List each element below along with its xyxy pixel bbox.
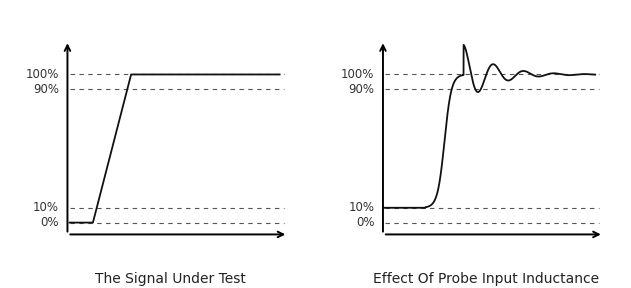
- Text: 0%: 0%: [356, 216, 374, 229]
- Text: 100%: 100%: [26, 68, 59, 81]
- Text: 0%: 0%: [40, 216, 59, 229]
- Text: 90%: 90%: [33, 83, 59, 96]
- Text: 10%: 10%: [348, 201, 374, 214]
- Text: Effect Of Probe Input Inductance: Effect Of Probe Input Inductance: [373, 272, 599, 286]
- Text: The Signal Under Test: The Signal Under Test: [95, 272, 246, 286]
- Text: 100%: 100%: [341, 68, 374, 81]
- Text: 10%: 10%: [33, 201, 59, 214]
- Text: 90%: 90%: [348, 83, 374, 96]
